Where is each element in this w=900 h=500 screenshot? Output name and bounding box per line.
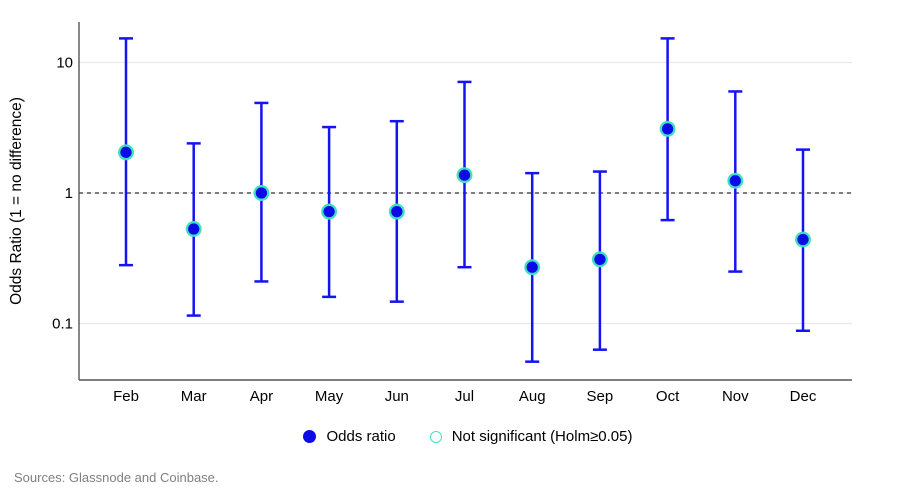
x-tick-label: May xyxy=(315,388,344,405)
x-tick-label: Nov xyxy=(722,388,749,405)
source-note: Sources: Glassnode and Coinbase. xyxy=(14,470,219,485)
x-tick-label: Aug xyxy=(519,388,546,405)
legend-item-not-significant: Not significant (Holm≥0.05) xyxy=(429,428,633,445)
open-circle-icon xyxy=(429,430,442,443)
data-point-marker xyxy=(388,203,405,220)
data-point-marker xyxy=(118,144,134,161)
legend-label-not-significant: Not significant (Holm≥0.05) xyxy=(451,428,633,445)
data-point-marker xyxy=(321,203,338,220)
y-tick-label: 10 xyxy=(56,55,73,72)
data-point-marker xyxy=(253,185,270,201)
chart-plot-area: 10 1 0.1 Feb Mar Apr May Jun Jul Aug Sep Oct Nov Dec O… xyxy=(8,22,852,405)
filled-circle-icon xyxy=(303,430,317,443)
legend-item-odds-ratio: Odds ratio xyxy=(303,428,396,445)
data-point-marker xyxy=(185,221,202,237)
legend-label-odds-ratio: Odds ratio xyxy=(326,428,396,445)
x-tick-label: Sep xyxy=(587,388,614,405)
data-point-marker xyxy=(524,259,541,276)
x-tick-label: Feb xyxy=(113,388,139,405)
x-tick-label: Mar xyxy=(181,388,207,405)
x-tick-label: Oct xyxy=(656,388,680,405)
data-point-marker xyxy=(727,172,744,189)
data-point-marker xyxy=(456,167,473,184)
x-tick-label: Jun xyxy=(385,388,409,405)
data-point-marker xyxy=(795,231,811,248)
data-point-marker xyxy=(591,251,608,268)
y-tick-label: 0.1 xyxy=(52,316,73,333)
y-tick-label: 1 xyxy=(65,185,73,202)
x-tick-label: Apr xyxy=(250,388,273,405)
odds-ratio-chart-svg: 10 1 0.1 Feb Mar Apr May Jun Jul Aug Sep Oct Nov Dec O… xyxy=(8,22,852,405)
y-axis-title: Odds Ratio (1 = no difference) xyxy=(8,97,25,305)
legend: Odds ratio Not significant (Holm≥0.05) xyxy=(18,428,900,445)
x-tick-label: Jul xyxy=(455,388,474,405)
x-tick-label: Dec xyxy=(790,388,817,405)
data-point-marker xyxy=(659,120,676,137)
